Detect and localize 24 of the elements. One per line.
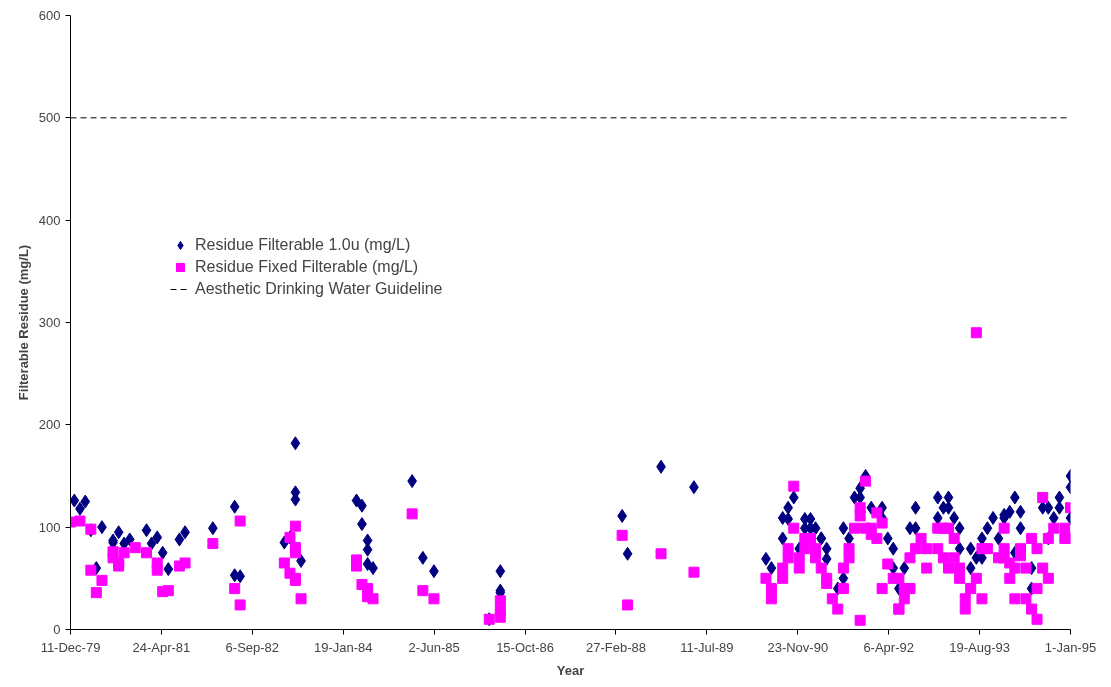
- x-tick-label: 2-Jun-85: [408, 639, 460, 655]
- y-tick-label: 300: [38, 315, 61, 330]
- x-tick-label: 19-Jan-84: [313, 639, 373, 655]
- legend-label: Residue Filterable 1.0u (mg/L): [195, 236, 411, 254]
- y-tick-label: 600: [38, 8, 61, 23]
- legend-label: Residue Fixed Filterable (mg/L): [195, 258, 419, 276]
- y-axis-title: Filterable Residue (mg/L): [15, 244, 31, 401]
- x-tick-label: 15-Oct-86: [496, 639, 554, 655]
- x-tick-label: 23-Nov-90: [767, 639, 829, 655]
- x-tick-label: 6-Apr-92: [863, 639, 914, 655]
- x-tick-label: 1-Jan-95: [1044, 639, 1097, 655]
- y-tick-label: 400: [38, 212, 61, 228]
- x-tick-label: 6-Sep-82: [225, 639, 280, 655]
- x-tick-label: 11-Jul-89: [680, 639, 734, 655]
- x-tick-label: 19-Aug-93: [949, 639, 1010, 655]
- y-tick-label: 0: [53, 622, 61, 637]
- x-axis-title: Year: [556, 662, 585, 678]
- y-tick-label: 200: [38, 417, 61, 433]
- legend-label: Aesthetic Drinking Water Guideline: [195, 280, 443, 298]
- y-tick-label: 100: [38, 519, 61, 535]
- y-tick-label: 500: [38, 110, 61, 126]
- x-tick-label: 11-Dec-79: [40, 639, 101, 655]
- x-tick-label: 24-Apr-81: [132, 639, 191, 655]
- x-tick-label: 27-Feb-88: [585, 639, 646, 655]
